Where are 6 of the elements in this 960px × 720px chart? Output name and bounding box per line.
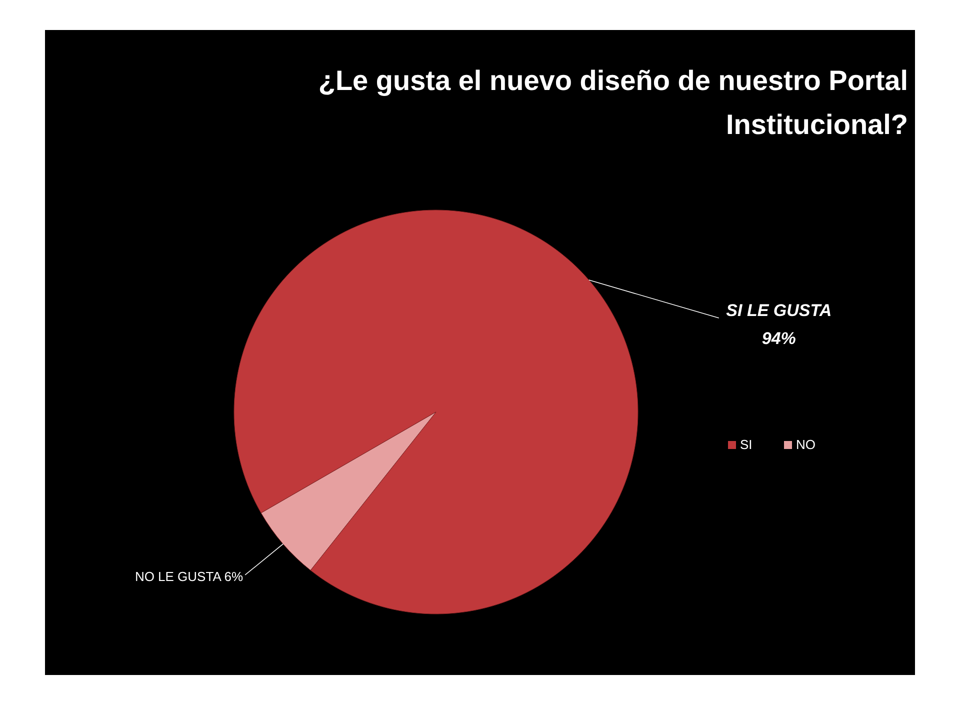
chart-title: ¿Le gusta el nuevo diseño de nuestro Portal Institucional?: [318, 65, 908, 140]
pie-slice: [260, 412, 436, 571]
data-label: NO LE GUSTA 6%: [134, 568, 244, 584]
legend-label: NO: [796, 437, 816, 452]
data-label: SI LE GUSTA 94%: [726, 301, 832, 348]
legend-label: SI: [740, 437, 752, 452]
